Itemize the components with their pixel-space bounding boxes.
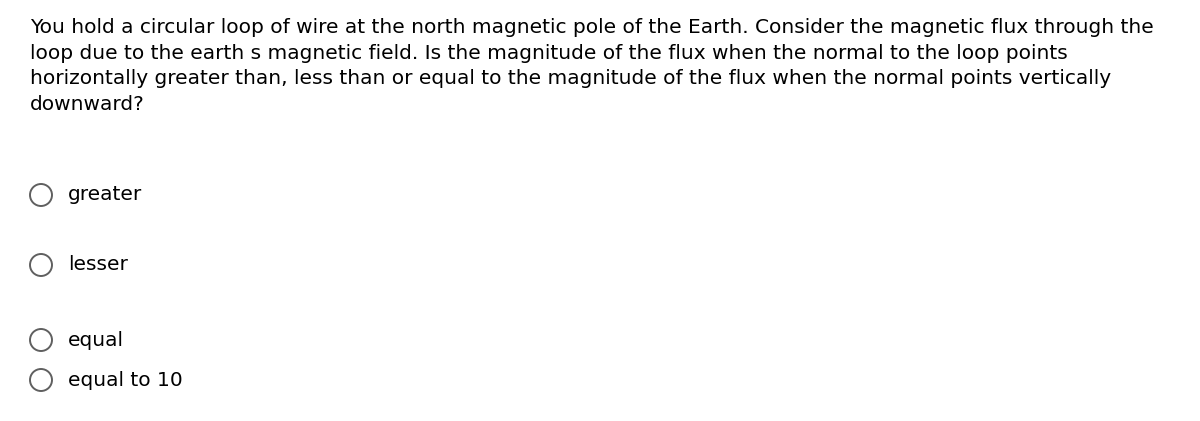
Text: You hold a circular loop of wire at the north magnetic pole of the Earth. Consid: You hold a circular loop of wire at the … (30, 18, 1153, 114)
Text: greater: greater (68, 186, 143, 205)
Text: equal: equal (68, 330, 124, 349)
Text: lesser: lesser (68, 256, 128, 274)
Text: equal to 10: equal to 10 (68, 370, 182, 389)
